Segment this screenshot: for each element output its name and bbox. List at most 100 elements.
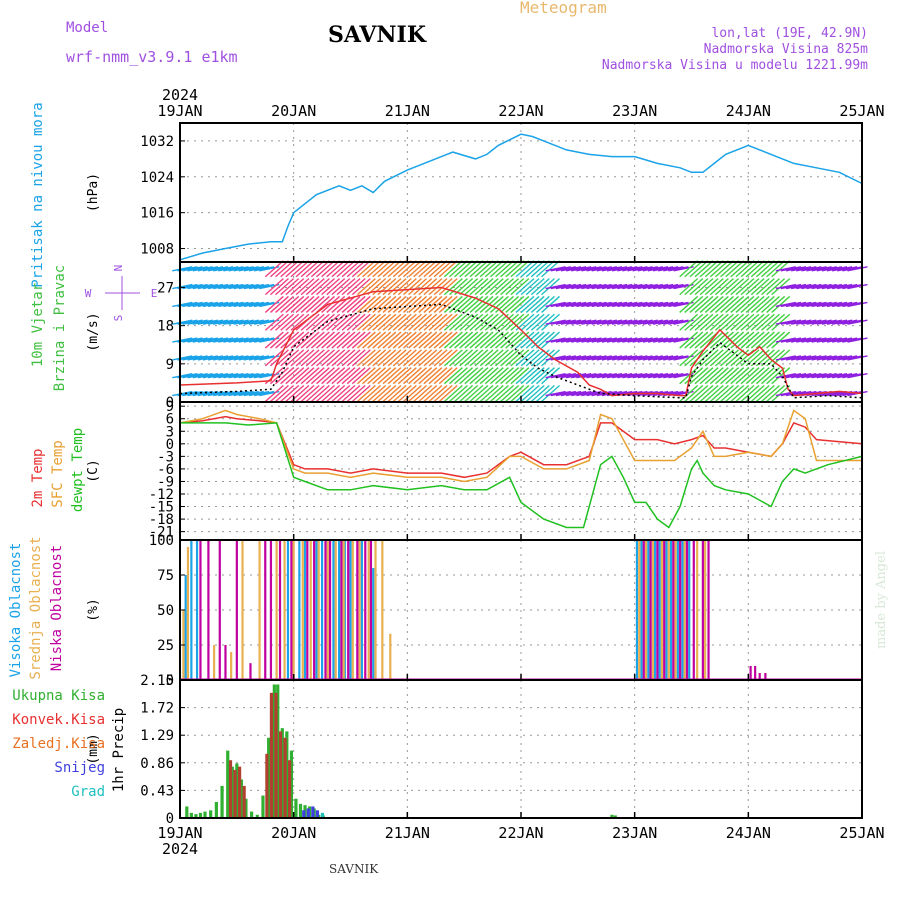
wind-barb — [300, 313, 320, 331]
wind-barb — [806, 283, 827, 290]
bar-clouds — [647, 540, 650, 680]
wind-barb — [745, 384, 765, 403]
bar-clouds — [358, 540, 361, 680]
wind-barb — [785, 283, 807, 290]
wind-barb — [796, 355, 817, 361]
bar-precipitation — [226, 750, 230, 818]
wind-barb — [449, 278, 468, 296]
wind-barb — [253, 390, 275, 397]
wind-barb — [418, 349, 438, 367]
wind-barb — [464, 349, 484, 367]
wind-barb — [684, 313, 704, 331]
wind-barb — [586, 301, 607, 308]
wind-barb — [182, 373, 203, 379]
wind-barb — [402, 349, 422, 367]
wind-barb — [387, 260, 407, 278]
wind-barb — [290, 260, 310, 278]
wind-barb — [520, 260, 540, 278]
wind-barb — [489, 384, 509, 403]
wind-barb — [202, 301, 224, 308]
wind-barb — [187, 266, 208, 272]
wind-barb — [632, 283, 653, 290]
wind-barb — [233, 373, 254, 379]
wind-barb — [550, 390, 571, 397]
wind-barb — [202, 373, 224, 379]
bar-clouds — [754, 666, 757, 680]
wind-barb — [280, 384, 300, 403]
wind-barb — [218, 337, 239, 343]
wind-barb — [571, 355, 592, 361]
wind-barb — [847, 355, 868, 361]
wind-barb — [617, 355, 638, 361]
wind-barb — [652, 355, 674, 361]
wind-barb — [694, 278, 714, 296]
wind-barb — [238, 319, 259, 325]
bar-precipitation — [209, 810, 213, 818]
wind-barb — [571, 319, 592, 325]
wind-barb — [720, 313, 740, 331]
wind-barb — [413, 331, 433, 349]
wind-barb — [541, 331, 561, 349]
wind-barb — [642, 373, 663, 379]
panel-temperature — [179, 401, 863, 541]
wind-barb — [351, 349, 371, 367]
wind-barb — [520, 331, 540, 349]
bar-precipitation — [610, 814, 614, 818]
wind-barb — [310, 313, 330, 331]
series-line-temperature-2m-temp — [179, 415, 863, 479]
wind-barb — [264, 295, 284, 313]
wind-barb — [560, 390, 582, 397]
wind-barb — [413, 349, 433, 367]
wind-barb — [550, 266, 571, 272]
wind-barb — [550, 373, 571, 379]
wind-barb — [397, 331, 417, 349]
wind-barb — [740, 331, 760, 349]
wind-barb — [745, 331, 765, 349]
bar-clouds — [332, 540, 335, 680]
wind-barb — [454, 313, 474, 331]
series-line-pressure — [179, 133, 863, 261]
wind-barb — [530, 331, 550, 349]
wind-barb — [202, 319, 224, 325]
wind-barb — [694, 260, 714, 278]
wind-barb — [454, 295, 474, 313]
wind-barb — [382, 349, 402, 367]
wind-barb — [637, 373, 658, 379]
wind-barb — [842, 319, 863, 325]
wind-barb — [187, 390, 208, 397]
bar-precipitation — [203, 811, 207, 818]
wind-barb — [408, 367, 428, 385]
wind-barb — [837, 319, 858, 325]
wind-barb — [709, 278, 729, 296]
bar-clouds — [351, 540, 354, 680]
wind-barb — [305, 295, 325, 313]
wind-barb — [811, 337, 832, 343]
wind-barb — [459, 260, 479, 278]
wind-barb — [207, 301, 229, 308]
wind-barb — [372, 367, 392, 385]
bar-clouds — [230, 652, 233, 680]
wind-barb — [495, 260, 514, 278]
bar-clouds — [696, 540, 699, 680]
temp-label-sfc: SFC Temp — [50, 440, 66, 507]
wind-barb — [341, 295, 361, 313]
wind-barb — [285, 278, 305, 296]
wind-barb — [351, 313, 371, 331]
wind-barb — [766, 313, 786, 331]
x-tick-label-bottom: 22JAN — [498, 824, 543, 842]
wind-barb — [362, 331, 381, 349]
wind-barb — [775, 301, 796, 308]
wind-barb — [571, 390, 592, 397]
wind-barb — [443, 349, 463, 367]
wind-barb — [831, 373, 853, 379]
wind-barb — [591, 319, 612, 325]
wind-barb — [346, 349, 366, 367]
wind-barb — [469, 313, 489, 331]
wind-barb — [269, 367, 289, 385]
wind-barb — [689, 260, 709, 278]
wind-barb — [591, 373, 612, 379]
wind-barb — [606, 301, 628, 308]
y-tick-label: 6 — [166, 412, 174, 428]
bar-clouds — [328, 540, 332, 680]
bar-clouds — [356, 540, 359, 680]
